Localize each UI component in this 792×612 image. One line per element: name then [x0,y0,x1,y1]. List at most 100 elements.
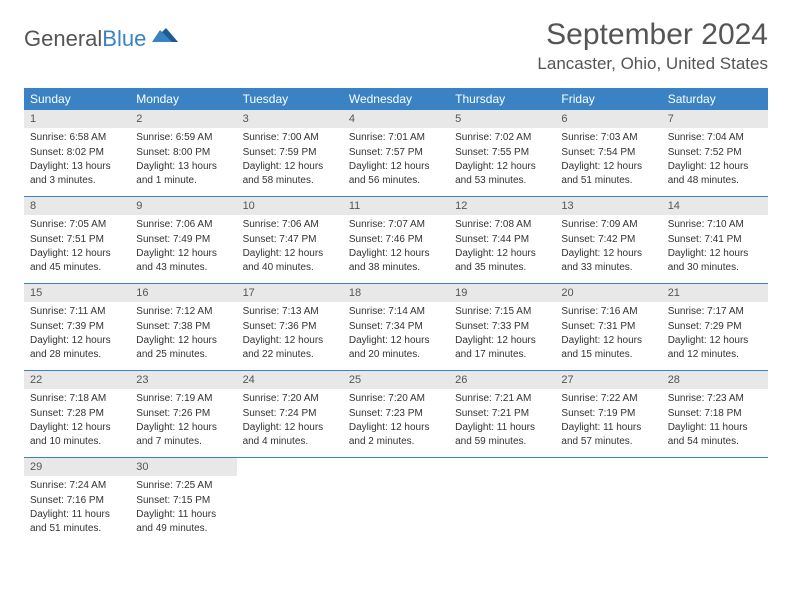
day-number: 8 [24,197,130,216]
weekday-header: Thursday [449,88,555,110]
day-number: 23 [130,371,236,390]
sunrise-text: Sunrise: 7:16 AM [561,305,655,319]
sunrise-text: Sunrise: 7:13 AM [243,305,337,319]
sunrise-text: Sunrise: 7:02 AM [455,131,549,145]
sunrise-text: Sunrise: 7:06 AM [136,218,230,232]
sunset-text: Sunset: 7:59 PM [243,146,337,160]
day-cell: Sunrise: 7:04 AMSunset: 7:52 PMDaylight:… [662,128,768,197]
sunset-text: Sunset: 7:55 PM [455,146,549,160]
daylight-text: Daylight: 12 hours and 30 minutes. [668,247,762,274]
day-cell: Sunrise: 7:20 AMSunset: 7:23 PMDaylight:… [343,389,449,458]
sunset-text: Sunset: 7:33 PM [455,320,549,334]
day-cell: Sunrise: 7:02 AMSunset: 7:55 PMDaylight:… [449,128,555,197]
daylight-text: Daylight: 11 hours and 49 minutes. [136,508,230,535]
day-number: 28 [662,371,768,390]
day-cell: Sunrise: 7:23 AMSunset: 7:18 PMDaylight:… [662,389,768,458]
daylight-text: Daylight: 12 hours and 4 minutes. [243,421,337,448]
day-number [343,458,449,477]
daylight-text: Daylight: 12 hours and 45 minutes. [30,247,124,274]
sunset-text: Sunset: 7:15 PM [136,494,230,508]
day-content-row: Sunrise: 7:18 AMSunset: 7:28 PMDaylight:… [24,389,768,458]
sunset-text: Sunset: 7:29 PM [668,320,762,334]
brand-part2: Blue [102,26,146,52]
sunrise-text: Sunrise: 7:19 AM [136,392,230,406]
day-number: 25 [343,371,449,390]
daylight-text: Daylight: 12 hours and 10 minutes. [30,421,124,448]
day-cell: Sunrise: 7:06 AMSunset: 7:49 PMDaylight:… [130,215,236,284]
day-cell: Sunrise: 7:11 AMSunset: 7:39 PMDaylight:… [24,302,130,371]
day-cell: Sunrise: 7:13 AMSunset: 7:36 PMDaylight:… [237,302,343,371]
weekday-header-row: SundayMondayTuesdayWednesdayThursdayFrid… [24,88,768,110]
day-cell: Sunrise: 7:14 AMSunset: 7:34 PMDaylight:… [343,302,449,371]
sunrise-text: Sunrise: 7:10 AM [668,218,762,232]
sunrise-text: Sunrise: 7:12 AM [136,305,230,319]
day-cell: Sunrise: 7:07 AMSunset: 7:46 PMDaylight:… [343,215,449,284]
sunset-text: Sunset: 7:46 PM [349,233,443,247]
sunset-text: Sunset: 7:26 PM [136,407,230,421]
day-number: 10 [237,197,343,216]
sunrise-text: Sunrise: 6:59 AM [136,131,230,145]
day-number: 29 [24,458,130,477]
daylight-text: Daylight: 13 hours and 3 minutes. [30,160,124,187]
sunset-text: Sunset: 7:52 PM [668,146,762,160]
day-cell [449,476,555,544]
daylight-text: Daylight: 11 hours and 59 minutes. [455,421,549,448]
day-cell: Sunrise: 7:24 AMSunset: 7:16 PMDaylight:… [24,476,130,544]
day-cell: Sunrise: 7:10 AMSunset: 7:41 PMDaylight:… [662,215,768,284]
day-cell [662,476,768,544]
day-cell: Sunrise: 7:21 AMSunset: 7:21 PMDaylight:… [449,389,555,458]
sunrise-text: Sunrise: 7:05 AM [30,218,124,232]
daylight-text: Daylight: 12 hours and 56 minutes. [349,160,443,187]
day-number-row: 15161718192021 [24,284,768,303]
day-number: 19 [449,284,555,303]
sunrise-text: Sunrise: 7:23 AM [668,392,762,406]
daylight-text: Daylight: 12 hours and 12 minutes. [668,334,762,361]
sunset-text: Sunset: 7:34 PM [349,320,443,334]
sunrise-text: Sunrise: 7:20 AM [243,392,337,406]
day-number: 4 [343,110,449,128]
day-cell [343,476,449,544]
day-number: 30 [130,458,236,477]
title-block: September 2024 Lancaster, Ohio, United S… [537,18,768,74]
sunset-text: Sunset: 8:00 PM [136,146,230,160]
daylight-text: Daylight: 12 hours and 22 minutes. [243,334,337,361]
sunrise-text: Sunrise: 7:14 AM [349,305,443,319]
day-number: 9 [130,197,236,216]
sunset-text: Sunset: 7:24 PM [243,407,337,421]
sunrise-text: Sunrise: 7:25 AM [136,479,230,493]
day-number: 22 [24,371,130,390]
daylight-text: Daylight: 12 hours and 48 minutes. [668,160,762,187]
day-cell: Sunrise: 7:25 AMSunset: 7:15 PMDaylight:… [130,476,236,544]
weekday-header: Sunday [24,88,130,110]
sunrise-text: Sunrise: 7:22 AM [561,392,655,406]
daylight-text: Daylight: 11 hours and 54 minutes. [668,421,762,448]
daylight-text: Daylight: 12 hours and 53 minutes. [455,160,549,187]
day-cell [555,476,661,544]
sunrise-text: Sunrise: 7:00 AM [243,131,337,145]
sunrise-text: Sunrise: 7:06 AM [243,218,337,232]
day-cell: Sunrise: 7:01 AMSunset: 7:57 PMDaylight:… [343,128,449,197]
sunset-text: Sunset: 7:39 PM [30,320,124,334]
day-number: 20 [555,284,661,303]
day-cell: Sunrise: 7:03 AMSunset: 7:54 PMDaylight:… [555,128,661,197]
day-cell: Sunrise: 7:15 AMSunset: 7:33 PMDaylight:… [449,302,555,371]
sunset-text: Sunset: 7:41 PM [668,233,762,247]
day-cell: Sunrise: 7:09 AMSunset: 7:42 PMDaylight:… [555,215,661,284]
day-content-row: Sunrise: 7:11 AMSunset: 7:39 PMDaylight:… [24,302,768,371]
calendar-table: SundayMondayTuesdayWednesdayThursdayFrid… [24,88,768,544]
day-number: 3 [237,110,343,128]
daylight-text: Daylight: 12 hours and 17 minutes. [455,334,549,361]
day-number: 27 [555,371,661,390]
sunrise-text: Sunrise: 7:24 AM [30,479,124,493]
day-number: 5 [449,110,555,128]
sunrise-text: Sunrise: 7:08 AM [455,218,549,232]
sunrise-text: Sunrise: 7:20 AM [349,392,443,406]
sunset-text: Sunset: 7:19 PM [561,407,655,421]
sunset-text: Sunset: 7:51 PM [30,233,124,247]
daylight-text: Daylight: 12 hours and 20 minutes. [349,334,443,361]
day-number-row: 1234567 [24,110,768,128]
sunrise-text: Sunrise: 7:09 AM [561,218,655,232]
day-number: 14 [662,197,768,216]
day-number: 6 [555,110,661,128]
weekday-header: Saturday [662,88,768,110]
